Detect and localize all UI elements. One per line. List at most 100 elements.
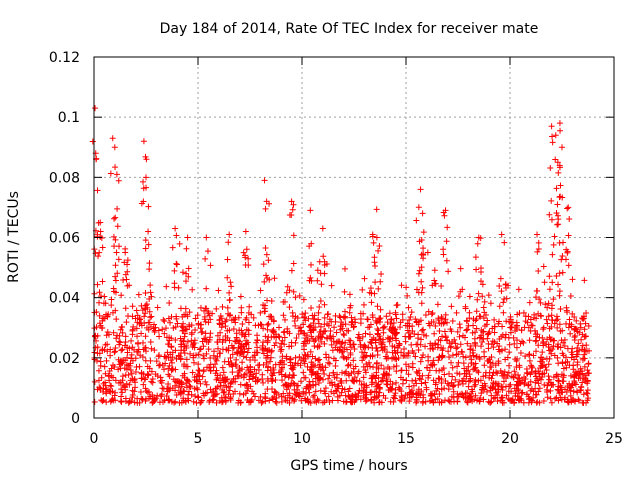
data-point [245,309,252,316]
data-point [504,354,511,361]
data-point [286,330,293,337]
data-point [489,360,496,367]
data-point [242,390,249,397]
data-point [254,349,261,356]
data-point [537,299,544,306]
data-point [456,371,463,378]
data-point [537,362,544,369]
data-point [446,370,453,377]
data-point [221,394,228,401]
data-point [392,395,399,402]
data-point [119,346,126,353]
data-point [351,345,358,352]
data-point [368,375,375,382]
data-point [378,270,385,277]
data-point [569,310,576,317]
data-point [122,395,129,402]
data-point [129,392,136,399]
x-tick-label: 20 [501,431,519,447]
data-point [481,348,488,355]
data-point [427,340,434,347]
data-point [127,366,134,373]
data-point [161,330,168,337]
data-point [227,354,234,361]
data-point [338,389,345,396]
data-point [396,341,403,348]
data-point [113,335,120,342]
y-axis-label: ROTI / TECUs [6,191,22,283]
data-point [535,267,542,274]
data-point [296,292,303,299]
data-point [280,312,287,319]
data-point [297,378,304,385]
data-point [257,309,264,316]
data-point [445,348,452,355]
data-point [556,390,563,397]
data-point [194,386,201,393]
data-point [186,378,193,385]
data-point [330,369,337,376]
data-point [289,313,296,320]
data-point [122,333,129,340]
data-point [272,398,279,405]
data-point [296,353,303,360]
data-point [302,317,309,324]
data-point [192,393,199,400]
data-point [315,309,322,316]
data-point [118,399,125,406]
data-point [237,293,244,300]
data-point [528,368,535,375]
data-point [321,301,328,308]
data-point [269,372,276,379]
data-point [415,270,422,277]
data-point [229,369,236,376]
data-point [526,337,533,344]
data-point [466,293,473,300]
data-point [554,386,561,393]
data-point [377,278,384,285]
y-tick-label: 0 [71,411,80,427]
data-point [339,339,346,346]
data-point [434,301,441,308]
data-point [399,311,406,318]
data-point [479,339,486,346]
data-point [506,362,513,369]
data-point [329,397,336,404]
data-point [282,316,289,323]
data-point [312,336,319,343]
data-point [151,329,158,336]
data-point [409,347,416,354]
data-point [214,332,221,339]
data-point [404,292,411,299]
data-point [125,371,132,378]
data-point [546,334,553,341]
data-point [340,353,347,360]
data-point [578,346,585,353]
data-point [148,368,155,375]
data-point [366,331,373,338]
data-point [110,329,117,336]
data-point [200,366,207,373]
data-point [528,396,535,403]
data-point [431,330,438,337]
data-point [108,302,115,309]
data-point [357,310,364,317]
data-point [118,386,125,393]
data-point [575,396,582,403]
data-point [265,320,272,327]
data-point [146,388,153,395]
data-point [565,262,572,269]
data-point [233,362,240,369]
data-point [250,314,257,321]
data-point [397,324,404,331]
data-point [169,359,176,366]
data-point [213,376,220,383]
data-point [455,293,462,300]
data-point [284,325,291,332]
data-point [210,352,217,359]
data-point [466,315,473,322]
data-point [136,315,143,322]
data-point [357,396,364,403]
data-point [104,328,111,335]
data-point [558,337,565,344]
